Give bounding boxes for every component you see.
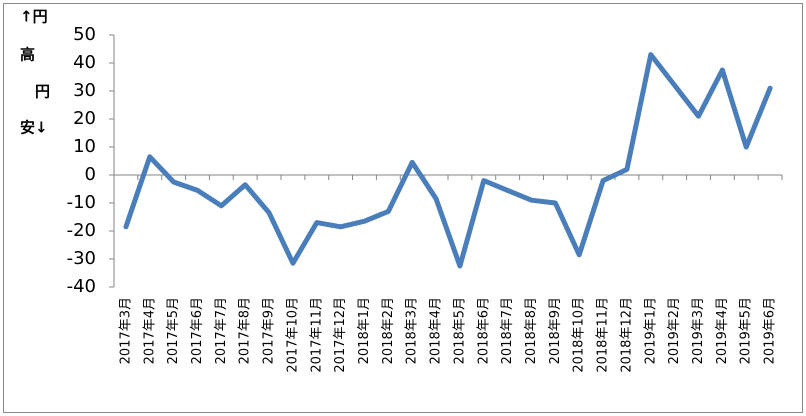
- y-axis-label: 高: [20, 46, 35, 64]
- x-tick-label: 2019年5月: [739, 297, 754, 364]
- y-axis-label: 円: [35, 83, 50, 101]
- y-tick-label: 20: [73, 108, 96, 129]
- chart-frame: [3, 3, 803, 413]
- x-tick-label: 2018年1月: [357, 297, 372, 364]
- y-tick-label: -10: [67, 192, 96, 213]
- x-tick-label: 2017年3月: [118, 297, 133, 364]
- x-tick-label: 2019年1月: [643, 297, 658, 364]
- x-tick-label: 2017年12月: [333, 297, 348, 373]
- x-tick-label: 2019年6月: [763, 297, 778, 364]
- x-tick-label: 2018年4月: [429, 297, 444, 364]
- y-axis-label: ↑円: [20, 8, 48, 26]
- y-tick-label: 30: [73, 80, 96, 101]
- x-tick-label: 2019年4月: [715, 297, 730, 364]
- y-tick-label: 50: [73, 24, 96, 45]
- x-tick-label: 2017年5月: [166, 297, 181, 364]
- y-tick-label: -20: [67, 220, 96, 241]
- x-tick-label: 2018年2月: [381, 297, 396, 364]
- x-tick-label: 2018年7月: [500, 297, 515, 364]
- y-tick-label: 40: [73, 52, 96, 73]
- x-tick-label: 2017年6月: [190, 297, 205, 364]
- x-tick-label: 2019年3月: [691, 297, 706, 364]
- y-tick-label: -30: [67, 248, 96, 269]
- x-tick-label: 2018年10月: [572, 297, 587, 373]
- x-tick-label: 2017年11月: [309, 297, 324, 373]
- x-tick-label: 2018年5月: [452, 297, 467, 364]
- x-tick-label: 2017年8月: [238, 297, 253, 364]
- y-tick-label: -40: [67, 276, 96, 297]
- x-tick-label: 2017年7月: [214, 297, 229, 364]
- x-tick-label: 2018年3月: [405, 297, 420, 364]
- y-tick-label: 0: [85, 164, 96, 185]
- x-tick-label: 2018年8月: [524, 297, 539, 364]
- x-tick-label: 2017年4月: [142, 297, 157, 364]
- x-tick-label: 2019年2月: [667, 297, 682, 364]
- x-tick-label: 2018年6月: [476, 297, 491, 364]
- x-tick-label: 2018年12月: [619, 297, 634, 373]
- y-axis-label: 安↓: [20, 119, 48, 137]
- x-tick-label: 2018年11月: [596, 297, 611, 373]
- x-tick-label: 2017年9月: [262, 297, 277, 364]
- x-tick-label: 2018年9月: [548, 297, 563, 364]
- data-line: [123, 52, 773, 269]
- x-tick-label: 2017年10月: [285, 297, 300, 373]
- y-tick-label: 10: [73, 136, 96, 157]
